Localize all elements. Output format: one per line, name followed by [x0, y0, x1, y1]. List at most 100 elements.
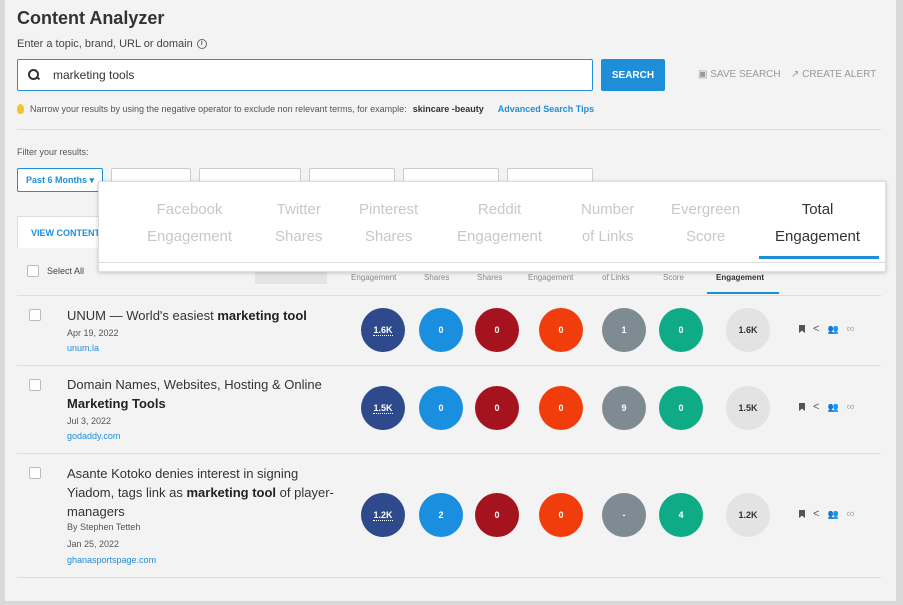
- overlay-divider: [99, 262, 885, 263]
- result-title[interactable]: Asante Kotoko denies interest in signing…: [67, 464, 339, 521]
- search-button[interactable]: SEARCH: [601, 59, 665, 91]
- result-title[interactable]: UNUM — World's easiest marketing tool: [67, 306, 339, 325]
- overlay-col-line2: of Links: [581, 228, 634, 245]
- total-engagement: 1.2K: [726, 493, 770, 537]
- share-icon[interactable]: <: [813, 322, 820, 335]
- overlay-col-line1: Facebook: [156, 201, 223, 218]
- info-icon[interactable]: i: [196, 39, 207, 49]
- overlay-col-line1: Pinterest: [359, 201, 419, 218]
- bookmark-icon[interactable]: [799, 403, 805, 411]
- share-icon[interactable]: <: [813, 507, 820, 520]
- facebook-value: 1.2K: [373, 509, 393, 521]
- search-box[interactable]: [17, 59, 593, 91]
- result-title[interactable]: Domain Names, Websites, Hosting & Online…: [67, 375, 339, 413]
- people-icon[interactable]: 👥: [827, 508, 839, 519]
- title-keyword: Marketing Tools: [67, 396, 166, 411]
- link-icon[interactable]: ∞: [846, 323, 855, 335]
- overlay-col-evergreen[interactable]: Evergreen Score: [671, 196, 740, 250]
- reddit-engagement: 0: [539, 493, 583, 537]
- overlay-col-line2: Shares: [364, 228, 413, 245]
- overlay-col-line2: Engagement: [457, 228, 543, 245]
- link-icon[interactable]: ∞: [846, 508, 855, 520]
- col-header-evergreen[interactable]: Score: [663, 273, 684, 282]
- overlay-col-pinterest[interactable]: Pinterest Shares: [359, 196, 418, 250]
- lightbulb-icon: [17, 104, 24, 114]
- search-icon: [27, 68, 41, 82]
- create-alert-label: CREATE ALERT: [802, 69, 877, 80]
- overlay-col-links[interactable]: Number of Links: [581, 196, 634, 250]
- row-checkbox[interactable]: [29, 309, 41, 321]
- advanced-search-tips-link[interactable]: Advanced Search Tips: [497, 104, 595, 114]
- col-header-total[interactable]: Engagement: [716, 273, 765, 282]
- chevron-down-icon: ▾: [87, 174, 95, 185]
- share-icon[interactable]: <: [813, 400, 820, 413]
- total-engagement: 1.6K: [726, 308, 770, 352]
- overlay-col-line1: Reddit: [477, 201, 522, 218]
- row-checkbox[interactable]: [29, 379, 41, 391]
- create-alert-button[interactable]: ↗ CREATE ALERT: [791, 69, 876, 80]
- number-of-links: -: [602, 493, 646, 537]
- bookmark-icon[interactable]: [799, 325, 805, 333]
- tip-example: skincare -beauty: [412, 104, 484, 114]
- overlay-col-line2: Engagement: [775, 228, 861, 245]
- facebook-engagement[interactable]: 1.5K: [361, 386, 405, 430]
- save-search-label: SAVE SEARCH: [710, 69, 781, 80]
- trend-icon: ↗: [791, 69, 803, 80]
- twitter-shares: 2: [419, 493, 463, 537]
- tab-view-content[interactable]: VIEW CONTENT: [17, 216, 109, 248]
- overlay-col-total[interactable]: Total Engagement: [775, 196, 860, 250]
- twitter-shares: 0: [419, 386, 463, 430]
- row-actions: < 👥 ∞: [799, 323, 855, 335]
- total-engagement: 1.5K: [726, 386, 770, 430]
- title-tail: of player-managers: [67, 485, 334, 519]
- date-range-filter[interactable]: Past 6 Months ▾: [17, 168, 104, 192]
- result-date: Jan 25, 2022: [67, 539, 120, 549]
- facebook-engagement[interactable]: 1.2K: [361, 493, 405, 537]
- date-range-value: Past 6 Months: [26, 175, 88, 185]
- table-row: UNUM — World's easiest marketing tool Ap…: [17, 296, 881, 366]
- overlay-col-line1: Twitter: [276, 201, 321, 218]
- result-domain[interactable]: godaddy.com: [67, 431, 121, 441]
- overlay-col-twitter[interactable]: Twitter Shares: [275, 196, 323, 250]
- evergreen-score: 0: [659, 386, 703, 430]
- subtitle-text: Enter a topic, brand, URL or domain: [17, 38, 193, 50]
- page-title: Content Analyzer: [17, 8, 165, 28]
- header-divider: [17, 295, 881, 296]
- people-icon[interactable]: 👥: [827, 323, 839, 334]
- select-all-checkbox[interactable]: [27, 265, 39, 277]
- select-all[interactable]: Select All: [27, 265, 84, 277]
- search-input[interactable]: [53, 68, 573, 82]
- col-header-facebook[interactable]: Engagement: [351, 273, 397, 282]
- title-text: Asante Kotoko denies interest in signing…: [67, 466, 299, 500]
- overlay-col-line1: Total: [801, 201, 834, 218]
- overlay-col-reddit[interactable]: Reddit Engagement: [457, 196, 542, 250]
- content-analyzer-panel: Content Analyzer Enter a topic, brand, U…: [5, 0, 896, 601]
- search-instructions: Enter a topic, brand, URL or domain i: [17, 38, 207, 50]
- bookmark-icon[interactable]: [799, 510, 805, 518]
- title-keyword: marketing tool: [186, 485, 277, 500]
- row-actions: < 👥 ∞: [799, 401, 855, 413]
- col-header-reddit[interactable]: Engagement: [528, 273, 574, 282]
- pinterest-shares: 0: [475, 386, 519, 430]
- people-icon[interactable]: 👥: [827, 401, 839, 412]
- select-all-label: Select All: [47, 266, 85, 276]
- col-header-links[interactable]: of Links: [602, 273, 630, 282]
- col-header-twitter[interactable]: Shares: [424, 273, 450, 282]
- row-checkbox[interactable]: [29, 467, 41, 479]
- result-domain[interactable]: unum.la: [67, 343, 100, 353]
- col-header-pinterest[interactable]: Shares: [477, 273, 503, 282]
- filter-label: Filter your results:: [17, 147, 89, 157]
- sort-indicator: [707, 292, 779, 294]
- overlay-col-facebook[interactable]: Facebook Engagement: [147, 196, 232, 250]
- result-domain[interactable]: ghanasportspage.com: [67, 555, 157, 565]
- number-of-links: 9: [602, 386, 646, 430]
- evergreen-score: 0: [659, 308, 703, 352]
- overlay-col-line2: Score: [686, 228, 726, 245]
- facebook-engagement[interactable]: 1.6K: [361, 308, 405, 352]
- reddit-engagement: 0: [539, 386, 583, 430]
- save-search-button[interactable]: ▣ SAVE SEARCH: [698, 69, 781, 80]
- link-icon[interactable]: ∞: [846, 401, 855, 413]
- overlay-col-line2: Shares: [275, 228, 323, 245]
- facebook-value: 1.5K: [373, 402, 393, 414]
- reddit-engagement: 0: [539, 308, 583, 352]
